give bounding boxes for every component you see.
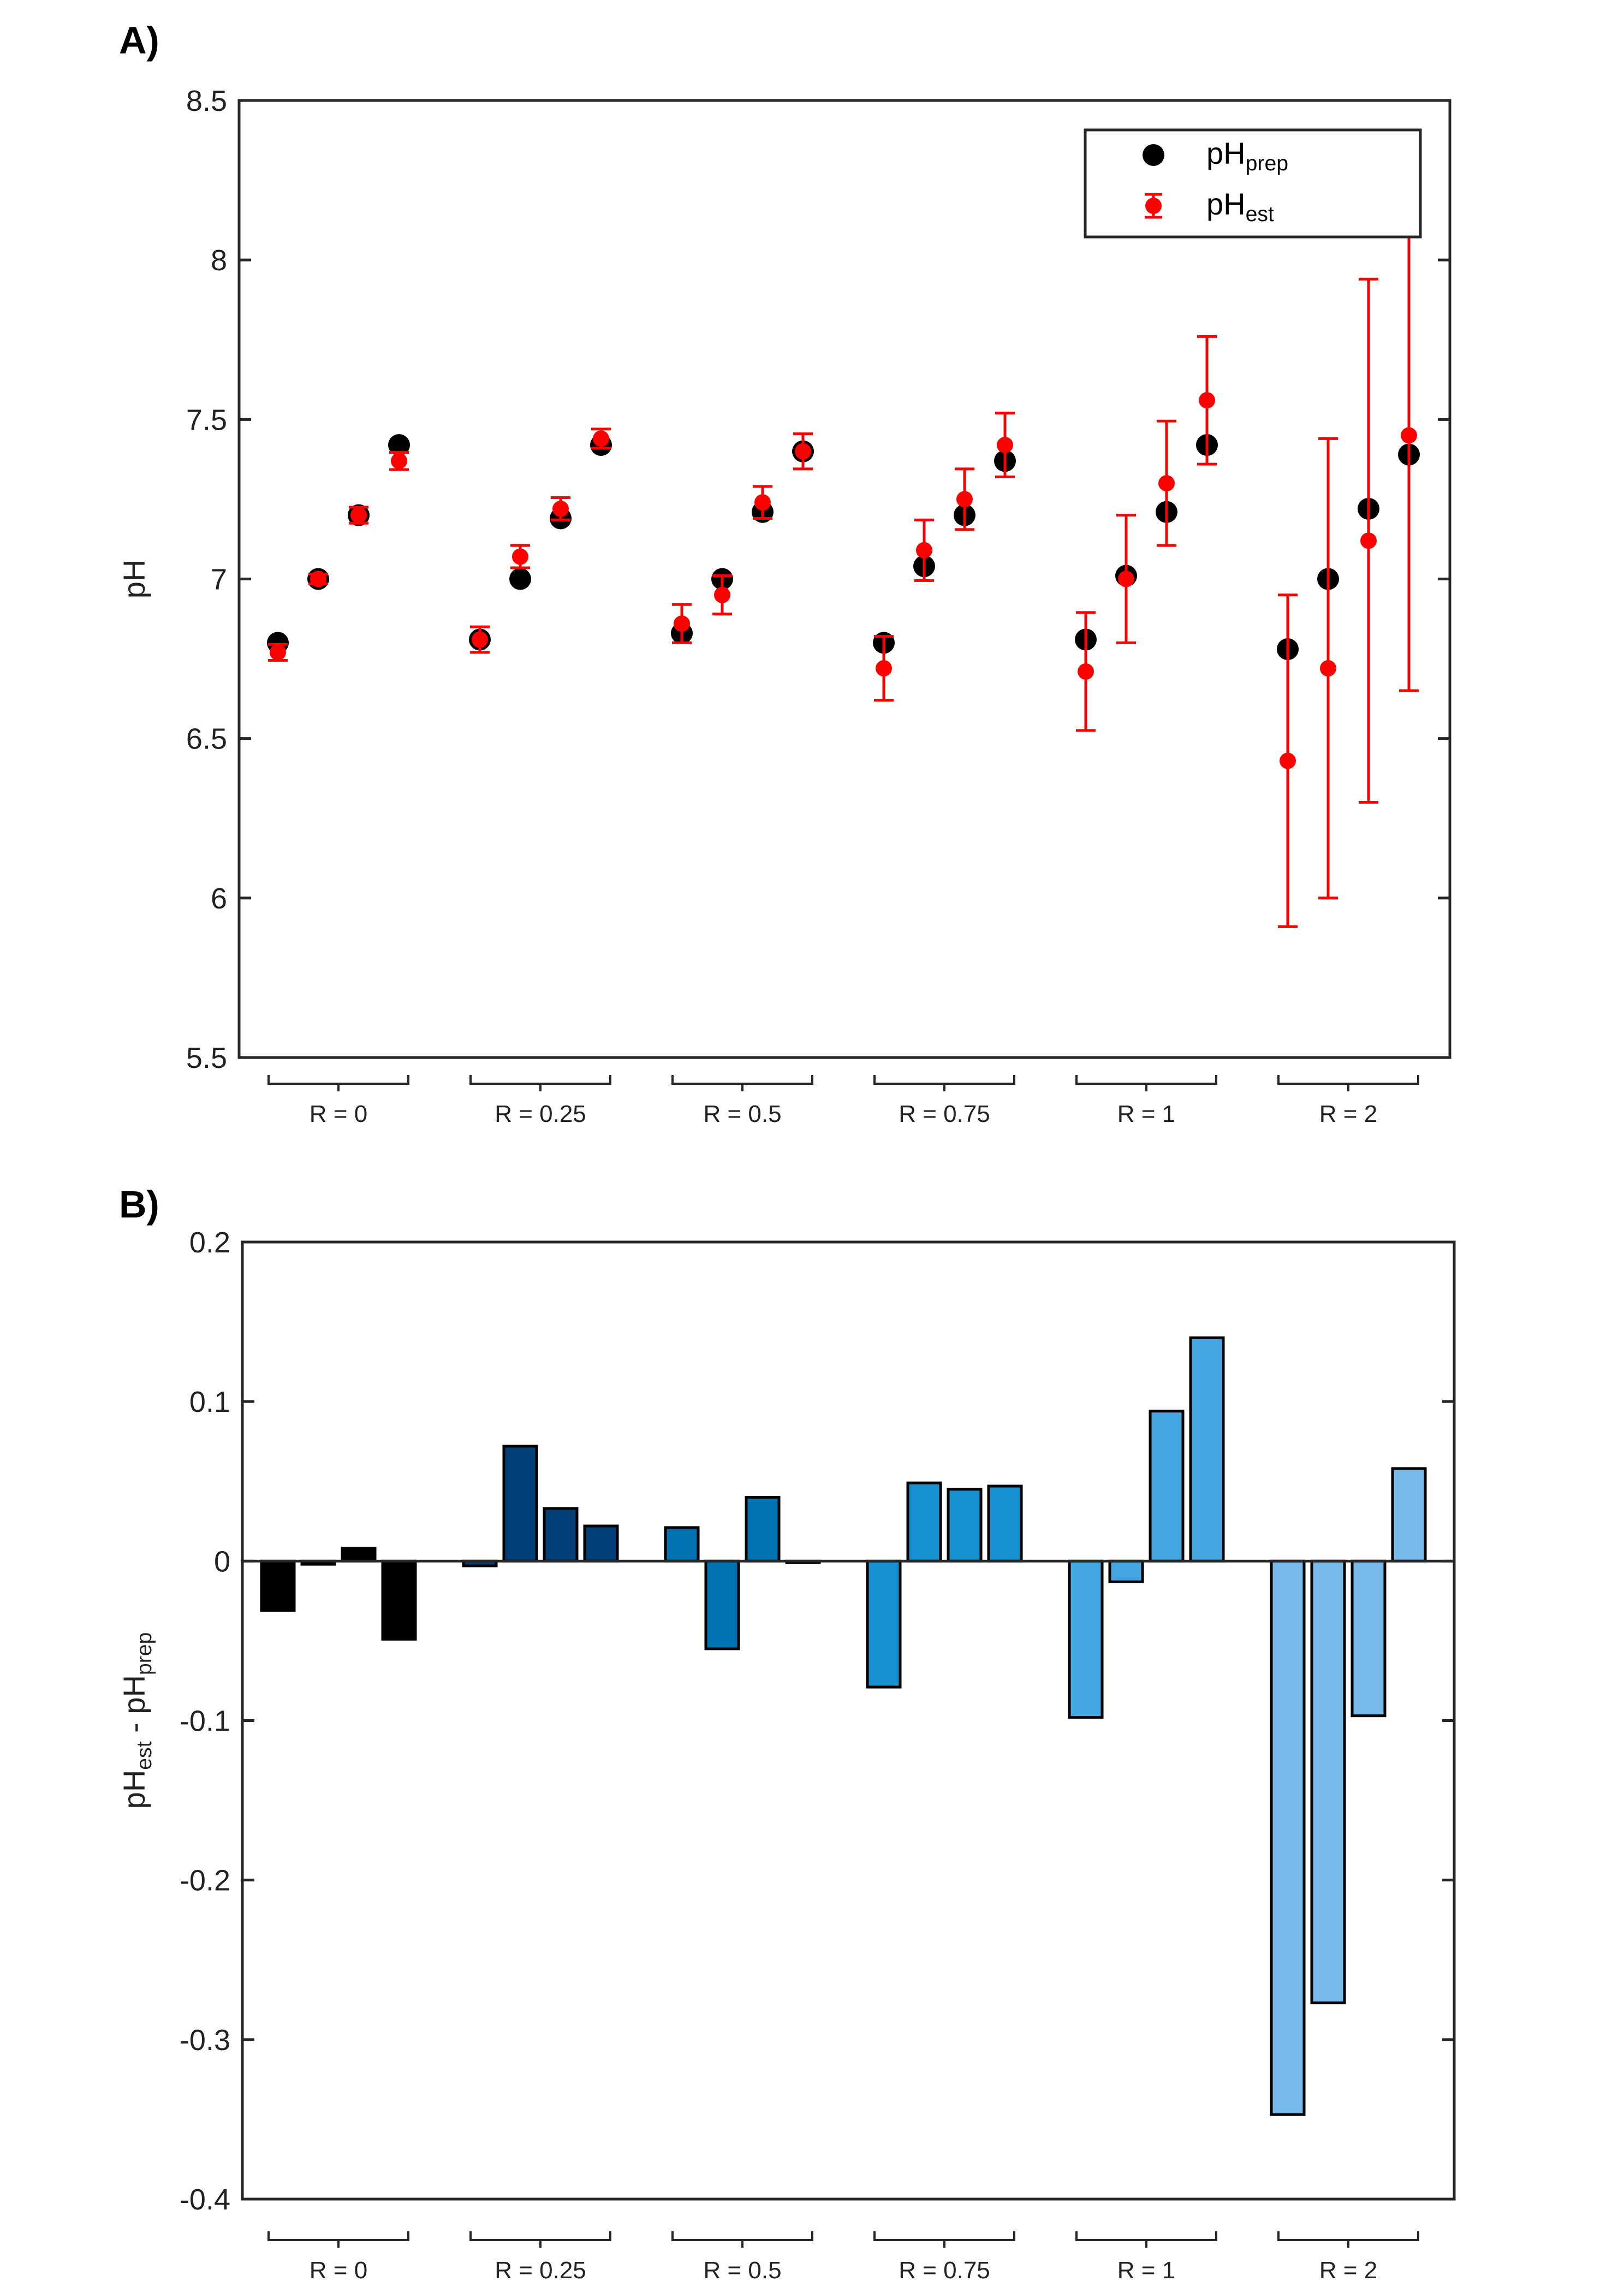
est-point — [1320, 660, 1336, 677]
panel-b-label: B) — [119, 1183, 159, 1226]
legend-box — [1084, 128, 1422, 239]
group-bracket — [873, 1075, 1015, 1091]
group-label: R = 0.5 — [703, 2257, 781, 2284]
y-tick-label: 0.2 — [189, 1226, 230, 1259]
est-point — [1158, 475, 1175, 492]
y-tick-label: 5.5 — [186, 1042, 227, 1074]
group-label: R = 1 — [1117, 1101, 1175, 1127]
bar — [1351, 1559, 1387, 1718]
est-point — [1078, 663, 1094, 680]
group-bracket — [469, 1075, 611, 1091]
legend-est-label: pHest​ — [1206, 187, 1274, 226]
bar — [260, 1559, 296, 1612]
y-tick-label: -0.1 — [180, 1705, 230, 1738]
group-label: R = 0.75 — [899, 1101, 990, 1127]
group-bracket — [873, 2231, 1015, 2248]
group-label: R = 0 — [310, 2257, 367, 2284]
est-point — [876, 660, 892, 677]
bar — [1391, 1467, 1427, 1563]
bar — [947, 1488, 983, 1563]
bar — [543, 1507, 579, 1563]
y-tick-label: -0.4 — [180, 2183, 230, 2216]
bar — [1149, 1410, 1185, 1563]
group-bracket — [469, 2231, 611, 2248]
est-point — [754, 494, 771, 511]
group-label: R = 0.75 — [899, 2257, 990, 2284]
panel-a: 5.5 6 6.5 7 7.5 8 8.5 R = 0 R = 0.25 R = 0.5 R = 0… — [117, 85, 1452, 1127]
legend-prep-label: pHprep​ — [1206, 136, 1288, 175]
group-bracket — [671, 1075, 813, 1091]
bar — [341, 1547, 377, 1563]
est-point — [1280, 752, 1296, 769]
y-tick-label: 8.5 — [186, 85, 227, 117]
legend-prep-marker — [1143, 144, 1164, 166]
y-tick-label: -0.2 — [180, 1864, 230, 1897]
group-bracket — [1277, 1075, 1419, 1091]
y-tick-label: 7 — [211, 563, 227, 596]
est-point — [472, 631, 488, 648]
bar — [1068, 1559, 1104, 1719]
bar — [1189, 1336, 1225, 1563]
est-point — [1199, 392, 1215, 409]
bar — [987, 1484, 1023, 1563]
group-label: R = 0.5 — [703, 1101, 781, 1127]
y-tick-label: -0.3 — [180, 2024, 230, 2057]
y-tick-label: 7.5 — [186, 403, 227, 436]
bar — [704, 1559, 740, 1650]
legend-est-marker — [1145, 198, 1162, 214]
group-bracket — [1075, 2231, 1217, 2248]
bar — [502, 1445, 538, 1563]
y-tick-label: 6.5 — [186, 723, 227, 756]
y-tick-label: 0 — [214, 1545, 230, 1578]
group-label: R = 1 — [1117, 2257, 1175, 2284]
group-label: R = 2 — [1319, 1101, 1377, 1127]
est-point — [1118, 571, 1134, 587]
prep-point — [509, 568, 531, 590]
group-bracket — [267, 2231, 409, 2248]
est-point — [956, 491, 973, 508]
group-bracket — [671, 2231, 813, 2248]
est-point — [714, 586, 730, 603]
est-point — [795, 443, 811, 460]
panel-b: -0.4 -0.3 -0.2 -0.1 0 0.1 0.2 R = 0 R = 0.25 R = … — [117, 1226, 1456, 2284]
group-bracket — [1277, 2231, 1419, 2248]
plot-frame — [237, 99, 1452, 1059]
group-label: R = 0.25 — [495, 1101, 586, 1127]
est-point — [310, 571, 326, 587]
est-point — [552, 500, 569, 517]
y-tick-label: 6 — [211, 882, 227, 915]
group-label: R = 0.25 — [495, 2257, 586, 2284]
group-bracket — [267, 1075, 409, 1091]
est-point — [593, 430, 609, 447]
group-label: R = 0 — [310, 1101, 367, 1127]
y-axis-label: pH — [117, 560, 151, 599]
bar — [1270, 1559, 1306, 2116]
est-point — [512, 548, 528, 565]
bar — [745, 1495, 781, 1563]
bar — [381, 1559, 417, 1641]
bar — [906, 1481, 942, 1563]
est-point — [916, 542, 932, 559]
prep-point — [388, 434, 410, 456]
group-label: R = 2 — [1319, 2257, 1377, 2284]
legend: pHprep​ pHest​ — [1084, 128, 1422, 239]
y-tick-label: 8 — [211, 244, 227, 277]
est-point — [270, 644, 286, 661]
group-bracket — [1075, 1075, 1217, 1091]
bar — [583, 1524, 619, 1563]
y-axis-label: pHest​ - pHprep​ — [117, 1632, 156, 1809]
est-point — [1401, 427, 1417, 444]
est-point — [674, 615, 690, 632]
panel-a-label: A) — [119, 19, 159, 62]
bar — [866, 1559, 902, 1689]
bar — [1108, 1559, 1144, 1583]
est-point — [391, 453, 407, 470]
y-tick-label: 0.1 — [189, 1386, 230, 1418]
est-point — [350, 507, 367, 524]
bar — [664, 1526, 700, 1563]
est-point — [1360, 532, 1377, 549]
bar — [1310, 1559, 1346, 2005]
est-point — [997, 437, 1013, 454]
